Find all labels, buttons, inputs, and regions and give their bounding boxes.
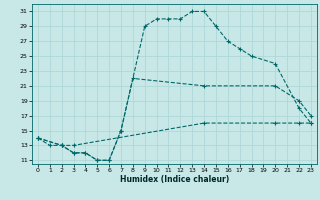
X-axis label: Humidex (Indice chaleur): Humidex (Indice chaleur)	[120, 175, 229, 184]
